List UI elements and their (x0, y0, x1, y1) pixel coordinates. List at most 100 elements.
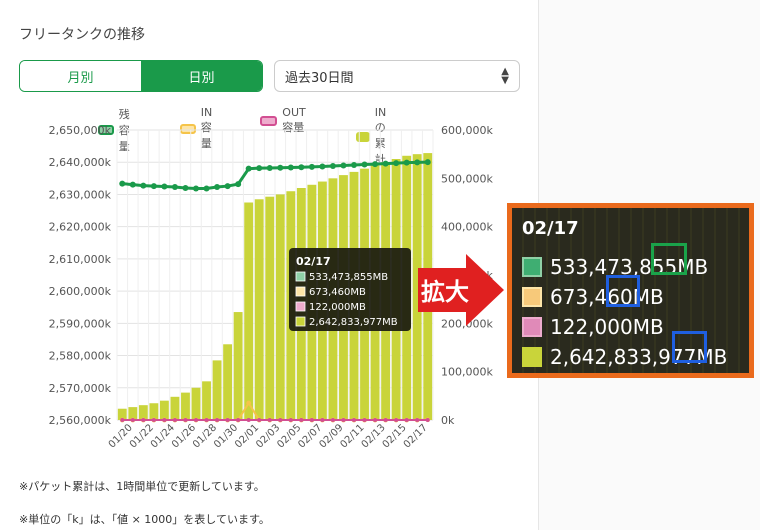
series-point (287, 164, 294, 171)
y-right-tick-label: 600,000k (441, 124, 493, 137)
series-point (151, 418, 156, 422)
tooltip-row: 533,473,855MB (309, 272, 388, 283)
zoom-swatch (522, 257, 542, 277)
cumulative-bar (181, 392, 190, 420)
tooltip-swatch (295, 286, 306, 297)
series-point (183, 418, 188, 422)
zoom-value: 122,000MB (550, 315, 664, 339)
tab-daily[interactable]: 日別 (141, 61, 262, 91)
cumulative-bar (149, 403, 159, 420)
tooltip-row: 673,460MB (309, 287, 366, 298)
series-point (256, 165, 263, 172)
cumulative-bar (191, 387, 201, 420)
series-point (162, 418, 167, 422)
series-point (150, 183, 157, 190)
period-select-value: 過去30日間 (285, 70, 354, 86)
zoom-callout: 02/17 533,473,8 55 MB 673,4 60 MB 122,000MB … (507, 203, 754, 378)
series-point (171, 184, 178, 191)
series-point (215, 418, 220, 422)
y-left-tick-label: 2,580,000k (49, 350, 112, 363)
series-point (203, 185, 210, 192)
series-point (193, 185, 199, 192)
series-point (373, 418, 378, 422)
zoom-arrow: 拡大 (418, 254, 504, 326)
y-left-tick-label: 2,630,000k (49, 188, 112, 201)
series-point (394, 418, 399, 422)
series-point (236, 418, 241, 422)
y-left-tick-label: 2,560,000k (49, 414, 112, 427)
series-point (140, 182, 147, 189)
zoom-value-highlight: 77 (670, 345, 697, 369)
series-point (361, 161, 368, 168)
zoom-value-unit: MB (677, 255, 709, 279)
cumulative-bar (265, 196, 275, 420)
series-point (309, 418, 314, 422)
y-right-tick-label: 400,000k (441, 221, 493, 234)
cumulative-bar (275, 194, 285, 420)
x-tick-label: 02/17 (402, 422, 430, 450)
zoom-swatch (522, 347, 542, 367)
series-point (341, 418, 346, 422)
series-point (266, 164, 273, 171)
arrow-right-icon (418, 254, 504, 326)
series-point (414, 159, 421, 166)
tooltip-row: 122,000MB (309, 302, 366, 313)
series-point (299, 418, 304, 422)
tooltip-date: 02/17 (296, 255, 331, 268)
series-point (120, 418, 125, 422)
series-point (288, 418, 293, 422)
cumulative-bar (138, 405, 148, 420)
tooltip-swatch (295, 271, 306, 282)
series-point (383, 418, 388, 422)
series-point (224, 183, 231, 190)
zoom-swatch (522, 317, 542, 337)
period-segment: 月別 日別 (19, 60, 263, 92)
tab-monthly[interactable]: 月別 (20, 61, 141, 91)
note-unit: ※単位の「k」は、「値 × 1000」を表しています。 (19, 513, 270, 526)
zoom-value-highlight: 55 (651, 255, 678, 279)
series-point (329, 163, 336, 170)
legend-swatch (98, 125, 114, 135)
period-select[interactable]: 過去30日間 ▲ ▼ (274, 60, 520, 92)
y-left-tick-label: 2,610,000k (49, 253, 112, 266)
zoom-value-unit: MB (696, 345, 728, 369)
legend-item-out[interactable]: OUT容量 (260, 106, 312, 135)
series-point (278, 418, 283, 422)
series-point (308, 163, 315, 170)
zoom-row: 122,000MB (522, 315, 664, 339)
series-point (320, 418, 325, 422)
series-point (319, 163, 326, 170)
cumulative-bar (254, 199, 264, 420)
series-point (340, 162, 347, 169)
series-point (130, 418, 135, 422)
series-point (267, 418, 272, 422)
series-point (214, 184, 221, 191)
series-point (372, 161, 379, 168)
highlight-box-blue (606, 275, 640, 307)
tooltip-swatch (295, 301, 306, 312)
y-left-tick-label: 2,590,000k (49, 317, 112, 330)
chart-tooltip: 02/17 533,473,855MB 673,460MB 122,000MB … (289, 248, 411, 331)
y-right-tick-label: 100,000k (441, 366, 493, 379)
legend-item-in[interactable]: IN容量 (180, 106, 220, 151)
series-point (246, 400, 252, 406)
series-point (277, 164, 284, 171)
series-point (403, 159, 410, 166)
zoom-date: 02/17 (522, 218, 579, 239)
zoom-row: 2,642,833,9 77 MB (522, 345, 727, 369)
series-point (362, 418, 367, 422)
series-point (235, 181, 242, 188)
zoom-row: 673,4 60 MB (522, 285, 664, 309)
cumulative-bar (212, 360, 222, 420)
highlight-box-green (651, 243, 687, 275)
series-point (393, 160, 400, 167)
zoom-label: 拡大 (421, 278, 469, 306)
legend-label: IN容量 (200, 106, 213, 150)
series-point (119, 180, 126, 187)
series-point (172, 418, 177, 422)
legend-label: OUT容量 (282, 106, 306, 134)
series-point (129, 181, 136, 188)
series-point (257, 418, 262, 422)
cumulative-bar (244, 202, 254, 420)
series-point (352, 418, 356, 422)
